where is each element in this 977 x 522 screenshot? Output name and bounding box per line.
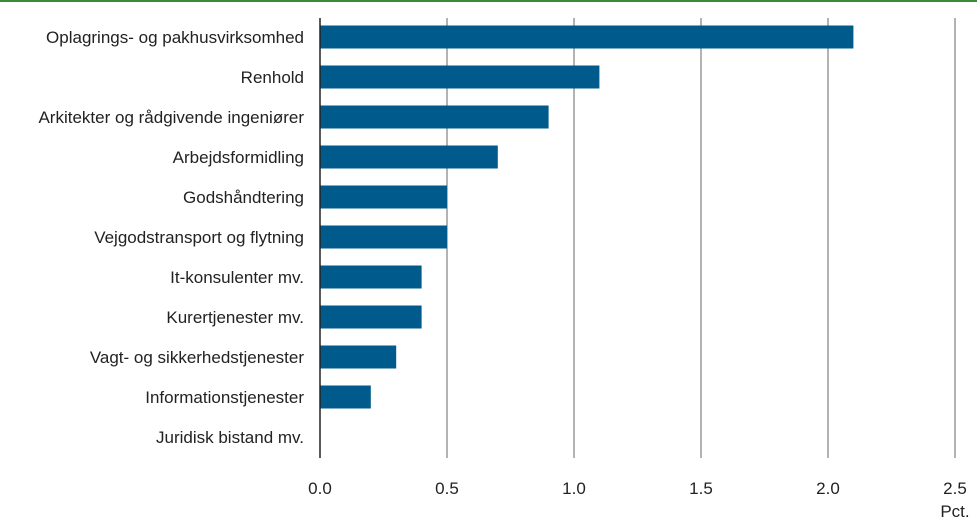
category-label: Vejgodstransport og flytning	[94, 228, 304, 247]
x-unit-label: Pct.	[940, 502, 969, 521]
x-tick-label: 1.5	[689, 479, 713, 498]
bar-4	[320, 185, 447, 209]
x-tick-label: 1.0	[562, 479, 586, 498]
bar-0	[320, 25, 854, 49]
category-label: Vagt- og sikkerhedstjenester	[90, 348, 305, 367]
x-tick-label: 0.5	[435, 479, 459, 498]
bar-2	[320, 105, 549, 129]
bar-7	[320, 305, 422, 329]
category-label: Renhold	[241, 68, 304, 87]
bar-9	[320, 385, 371, 409]
bar-6	[320, 265, 422, 289]
bar-8	[320, 345, 397, 369]
category-label: Arkitekter og rådgivende ingeniører	[38, 108, 304, 127]
category-label: Oplagrings- og pakhusvirksomhed	[46, 28, 304, 47]
category-label: Arbejdsformidling	[173, 148, 304, 167]
category-label: Godshåndtering	[183, 188, 304, 207]
x-tick-label: 2.0	[816, 479, 840, 498]
category-label: Kurertjenester mv.	[166, 308, 304, 327]
category-label: Informationstjenester	[145, 388, 304, 407]
bar-3	[320, 145, 498, 169]
bar-1	[320, 65, 600, 89]
top-rule	[0, 0, 977, 2]
x-tick-label: 0.0	[308, 479, 332, 498]
category-label: It-konsulenter mv.	[170, 268, 304, 287]
x-tick-label: 2.5	[943, 479, 967, 498]
category-label: Juridisk bistand mv.	[156, 428, 304, 447]
bar-5	[320, 225, 447, 249]
